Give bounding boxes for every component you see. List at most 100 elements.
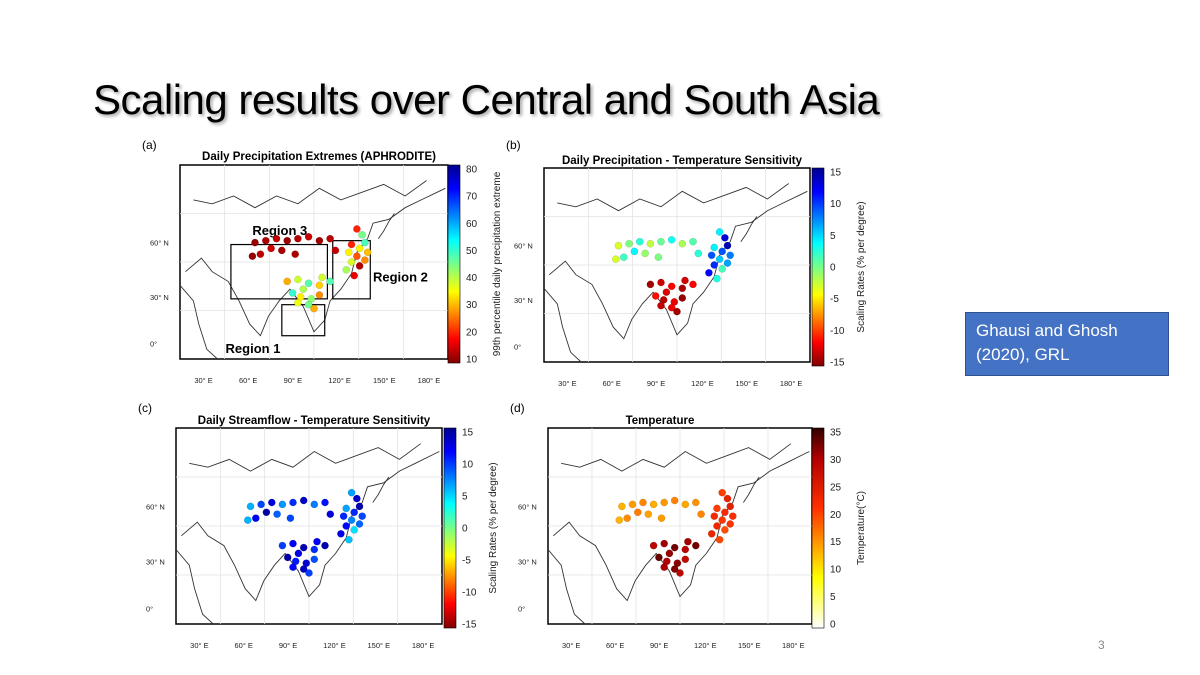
station-dot <box>660 563 669 572</box>
colorbar-tick: -10 <box>462 588 477 599</box>
station-dot <box>715 535 724 544</box>
station-dot <box>363 248 372 257</box>
station-dot <box>715 255 724 264</box>
station-dot <box>304 300 313 309</box>
lat-label: 0° <box>514 342 521 351</box>
station-dot <box>251 514 260 523</box>
station-dot <box>681 545 690 554</box>
panel-b: (b) Daily Precipitation - Temperature Sen… <box>506 138 867 388</box>
lon-label: 30° E <box>562 641 580 650</box>
station-dot <box>657 237 665 246</box>
station-dot <box>273 510 281 519</box>
colorbar-tick: 10 <box>830 199 842 210</box>
colorbar-tick: 0 <box>830 620 836 631</box>
station-dot <box>350 508 359 517</box>
coastline-africa <box>175 549 214 625</box>
lon-label: 180° E <box>780 379 803 388</box>
station-dot <box>342 504 351 513</box>
colorbar-tick: 40 <box>466 273 478 284</box>
lon-label: 150° E <box>738 641 761 650</box>
station-dot <box>620 253 628 262</box>
colorbar-tick: 30 <box>466 300 478 311</box>
station-dot <box>623 514 632 523</box>
station-dot <box>715 228 724 236</box>
station-dot <box>318 273 326 282</box>
station-dot <box>723 241 732 250</box>
lon-label: 60° E <box>606 641 624 650</box>
lon-label: 90° E <box>650 641 668 650</box>
colorbar-tick: 25 <box>830 482 842 493</box>
lat-label: 0° <box>150 339 157 348</box>
lon-label: 150° E <box>368 641 391 650</box>
panel-title: Daily Streamflow - Temperature Sensitivi… <box>198 415 431 427</box>
panel-c: (c) Daily Streamflow - Temperature Sensit… <box>138 401 499 650</box>
station-dot <box>261 236 270 245</box>
colorbar-tick: 70 <box>466 192 478 203</box>
panel-d: (d) Temperature 60° N 30° N 0° 30° E 60° E 90° … <box>510 401 867 650</box>
station-dot <box>667 235 676 244</box>
colorbar-label: Scaling Rates (% per degree) <box>856 201 867 332</box>
station-dot <box>294 275 302 284</box>
citation-box: Ghausi and Ghosh (2020), GRL <box>965 312 1169 376</box>
station-dot <box>646 280 655 289</box>
station-dot <box>277 246 286 255</box>
station-dot <box>618 502 626 511</box>
lat-label: 0° <box>518 604 525 613</box>
panel-letter: (c) <box>138 401 152 415</box>
station-dot <box>251 238 259 247</box>
coastline-arctic <box>561 443 792 472</box>
region-box <box>332 240 371 300</box>
station-dot <box>707 251 716 260</box>
station-dot <box>294 549 303 558</box>
station-dot <box>636 237 644 246</box>
lon-label: 150° E <box>736 379 759 388</box>
station-dot <box>299 496 308 505</box>
station-dot <box>681 500 690 509</box>
station-dot <box>355 502 364 511</box>
station-dot <box>286 514 295 523</box>
lat-label: 60° N <box>146 502 165 511</box>
station-dot <box>339 512 348 521</box>
coastline-japan <box>372 476 390 503</box>
colorbar-tick: -5 <box>830 294 839 305</box>
station-dot <box>630 247 639 256</box>
station-dot <box>723 494 732 503</box>
coastline-japan <box>743 476 760 503</box>
station-dot <box>337 530 345 538</box>
station-dot <box>660 539 669 548</box>
lon-label: 90° E <box>279 641 297 650</box>
station-dot <box>670 496 679 505</box>
station-dot <box>310 304 318 313</box>
station-dot <box>289 498 297 507</box>
station-dot <box>726 251 735 260</box>
station-dot <box>692 498 700 507</box>
lon-label: 150° E <box>373 376 396 385</box>
coastline-africa <box>547 549 586 625</box>
station-dot <box>721 526 729 534</box>
station-dot <box>313 537 321 546</box>
station-dot <box>246 502 255 511</box>
station-dot <box>721 233 729 242</box>
station-dot <box>358 512 367 521</box>
station-dot <box>257 500 265 509</box>
panel-a: (a) Daily Precipitation Extremes (APHRODI… <box>142 138 503 385</box>
station-dot <box>355 244 364 253</box>
lat-label: 30° N <box>514 296 533 305</box>
station-dot <box>649 541 658 550</box>
panel-title: Temperature <box>626 415 695 427</box>
station-dot <box>612 255 620 264</box>
lon-label: 90° E <box>647 379 665 388</box>
lat-label: 30° N <box>146 557 165 566</box>
station-dot <box>353 252 361 261</box>
region-label: Region 1 <box>226 341 281 356</box>
colorbar-tick: 20 <box>466 327 478 338</box>
station-dot <box>326 510 335 519</box>
colorbar-tick: 10 <box>466 355 478 366</box>
station-dot <box>347 240 356 249</box>
station-dot <box>355 262 364 270</box>
station-dot <box>331 246 340 255</box>
station-dot <box>689 280 697 289</box>
station-dot <box>243 516 252 524</box>
station-dot <box>670 565 679 573</box>
